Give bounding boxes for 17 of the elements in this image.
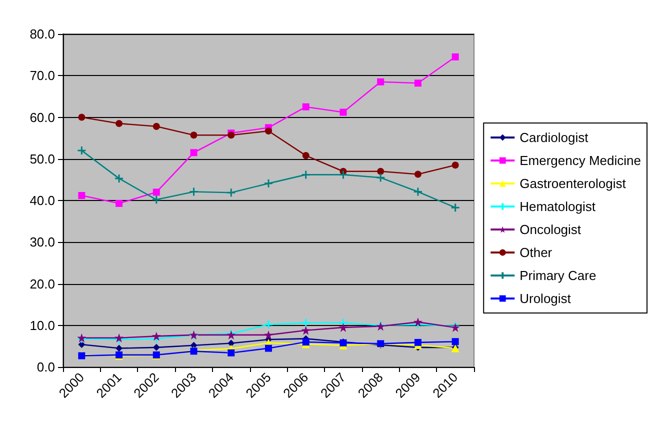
y-tick-label: 10.0 xyxy=(30,318,55,333)
legend-label: Primary Care xyxy=(520,268,596,283)
y-tick-label: 50.0 xyxy=(30,151,55,166)
y-tick-label: 80.0 xyxy=(30,26,55,42)
legend-label: Oncologist xyxy=(520,222,582,237)
y-tick-label: 40.0 xyxy=(30,193,55,208)
legend-label: Cardiologist xyxy=(520,130,589,145)
y-tick-label: 30.0 xyxy=(30,234,55,250)
legend-label: Other xyxy=(520,245,553,260)
legend-label: Urologist xyxy=(520,291,572,306)
y-tick-label: 0.0 xyxy=(36,360,55,374)
legend-label: Gastroenterologist xyxy=(520,176,626,191)
y-tick-label: 60.0 xyxy=(30,110,55,125)
legend-label: Hematologist xyxy=(520,199,596,214)
y-tick-label: 20.0 xyxy=(30,276,55,292)
y-tick-label: 70.0 xyxy=(30,68,55,84)
legend-label: Emergency Medicine xyxy=(520,153,642,168)
